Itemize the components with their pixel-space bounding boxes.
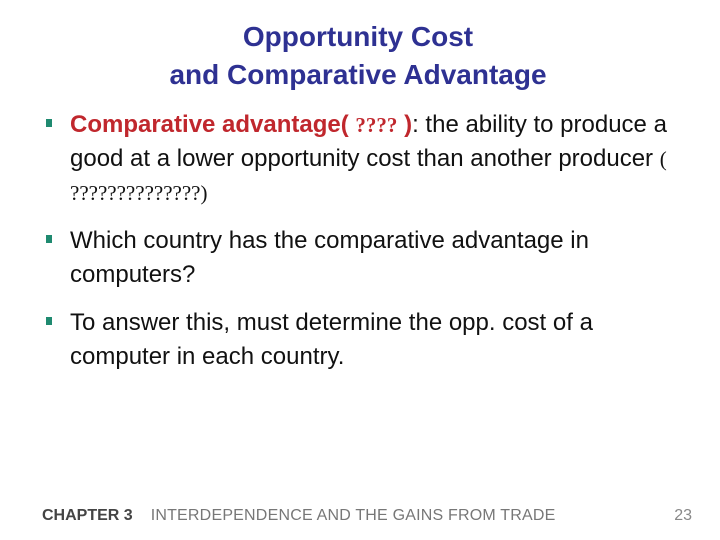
term-close: ) xyxy=(397,111,413,138)
definition-text: : the ability to produce a good at a low… xyxy=(70,111,667,172)
footer-subject: INTERDEPENDENCE AND THE GAINS FROM TRADE xyxy=(150,507,556,524)
square-bullet-icon xyxy=(46,317,52,325)
title-line-1: Opportunity Cost xyxy=(242,21,474,52)
bullet-item-answer: To answer this, must determine the opp. … xyxy=(42,306,682,374)
term-label: Comparative advantage( xyxy=(70,111,356,138)
square-bullet-icon xyxy=(46,235,52,243)
title-line-2: and Comparative Advantage xyxy=(169,59,547,90)
square-bullet-icon xyxy=(46,119,52,127)
bullet-item-comparative-advantage: Comparative advantage( ???? ): the abili… xyxy=(42,108,682,210)
bullet-text: Which country has the comparative advant… xyxy=(70,227,589,288)
bullet-text: To answer this, must determine the opp. … xyxy=(70,309,593,370)
term-glyphs: ???? xyxy=(355,113,398,137)
footer-chapter: CHAPTER 3 xyxy=(42,507,133,524)
slide-title: Opportunity Cost and Comparative Advanta… xyxy=(0,18,716,94)
slide-footer: CHAPTER 3 INTERDEPENDENCE AND THE GAINS F… xyxy=(42,507,692,529)
page-number: 23 xyxy=(674,507,692,524)
bullet-list: Comparative advantage( ???? ): the abili… xyxy=(42,108,682,388)
definition-glyphs: ( ??????????????) xyxy=(70,147,667,205)
bullet-item-question: Which country has the comparative advant… xyxy=(42,224,682,292)
